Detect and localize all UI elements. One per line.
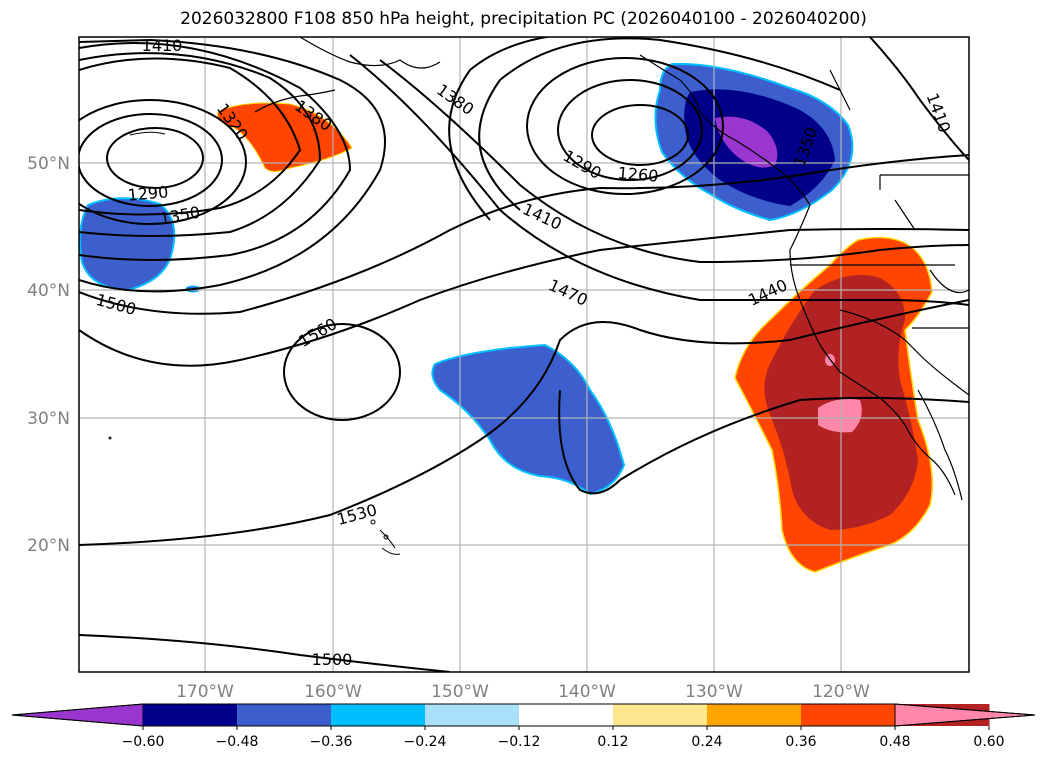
map-plot-area [79, 37, 969, 672]
contour-label: 1500 [94, 290, 138, 319]
longitude-label: 130°W [685, 682, 743, 702]
colorbar-segment [143, 704, 238, 726]
graticule [79, 37, 969, 672]
colorbar-segment [237, 704, 332, 726]
contour-label: 1290 [560, 146, 605, 183]
colorbar-tick-label: −0.12 [498, 734, 541, 750]
colorbar-tick-label: −0.60 [122, 734, 165, 750]
colorbar-segment [425, 704, 520, 726]
islands [108, 131, 401, 555]
colorbar-segment [331, 704, 426, 726]
precip-anomaly-california-pink [818, 399, 862, 433]
contour-label: 1260 [617, 163, 659, 185]
contour-label: 1290 [127, 182, 169, 204]
longitude-label: 120°W [812, 682, 870, 702]
map-title: 2026032800 F108 850 hPa height, precipit… [180, 9, 867, 29]
precip-anomaly-bc-purple [715, 116, 778, 168]
colorbar-extend-left [11, 703, 144, 727]
colorbar-segment [801, 704, 896, 726]
precip-anomaly-west-blue [79, 197, 176, 292]
colorbar-segment [707, 704, 802, 726]
colorbar-tick-label: 0.12 [597, 734, 628, 750]
contour-label: 1470 [546, 275, 591, 309]
contour-label: 1410 [923, 90, 955, 135]
latitude-label: 30°N [27, 409, 70, 429]
colorbar-tick-label: 0.48 [879, 734, 910, 750]
longitude-labels: 170°W 160°W 150°W 140°W 130°W 120°W [176, 682, 870, 702]
longitude-label: 150°W [431, 682, 489, 702]
map-frame [78, 36, 970, 673]
contour-label: 1410 [520, 199, 565, 233]
latitude-label: 40°N [27, 281, 70, 301]
colorbar-tick-label: −0.24 [404, 734, 447, 750]
colorbar-tick-label: 0.36 [785, 734, 816, 750]
longitude-label: 170°W [176, 682, 234, 702]
colorbar-tick-labels: −0.60 −0.48 −0.36 −0.24 −0.12 0.12 0.24 0.36 0.4… [122, 726, 1005, 750]
contour-label: 1410 [142, 36, 183, 55]
contour-label: 1350 [158, 203, 201, 229]
latitude-label: 20°N [27, 536, 70, 556]
contour-label: 1440 [745, 275, 790, 309]
precip-anomaly-aleutian-orange [217, 102, 353, 172]
coastlines [254, 37, 969, 501]
contour-label: 1530 [335, 500, 379, 529]
colorbar-segment [613, 704, 708, 726]
latitude-labels: 50°N 40°N 30°N 20°N [27, 154, 70, 556]
latitude-label: 50°N [27, 154, 70, 174]
longitude-label: 140°W [558, 682, 616, 702]
colorbar-tick-label: 0.60 [973, 734, 1004, 750]
precip-anomaly-central-blue [431, 343, 626, 496]
height-contours [79, 37, 969, 672]
contour-label: 1500 [312, 650, 353, 669]
colorbar [11, 703, 1036, 727]
colorbar-segment [519, 704, 614, 726]
colorbar-tick-label: −0.48 [216, 734, 259, 750]
colorbar-tick-label: −0.36 [310, 734, 353, 750]
longitude-label: 160°W [304, 682, 362, 702]
colorbar-tick-label: 0.24 [691, 734, 722, 750]
